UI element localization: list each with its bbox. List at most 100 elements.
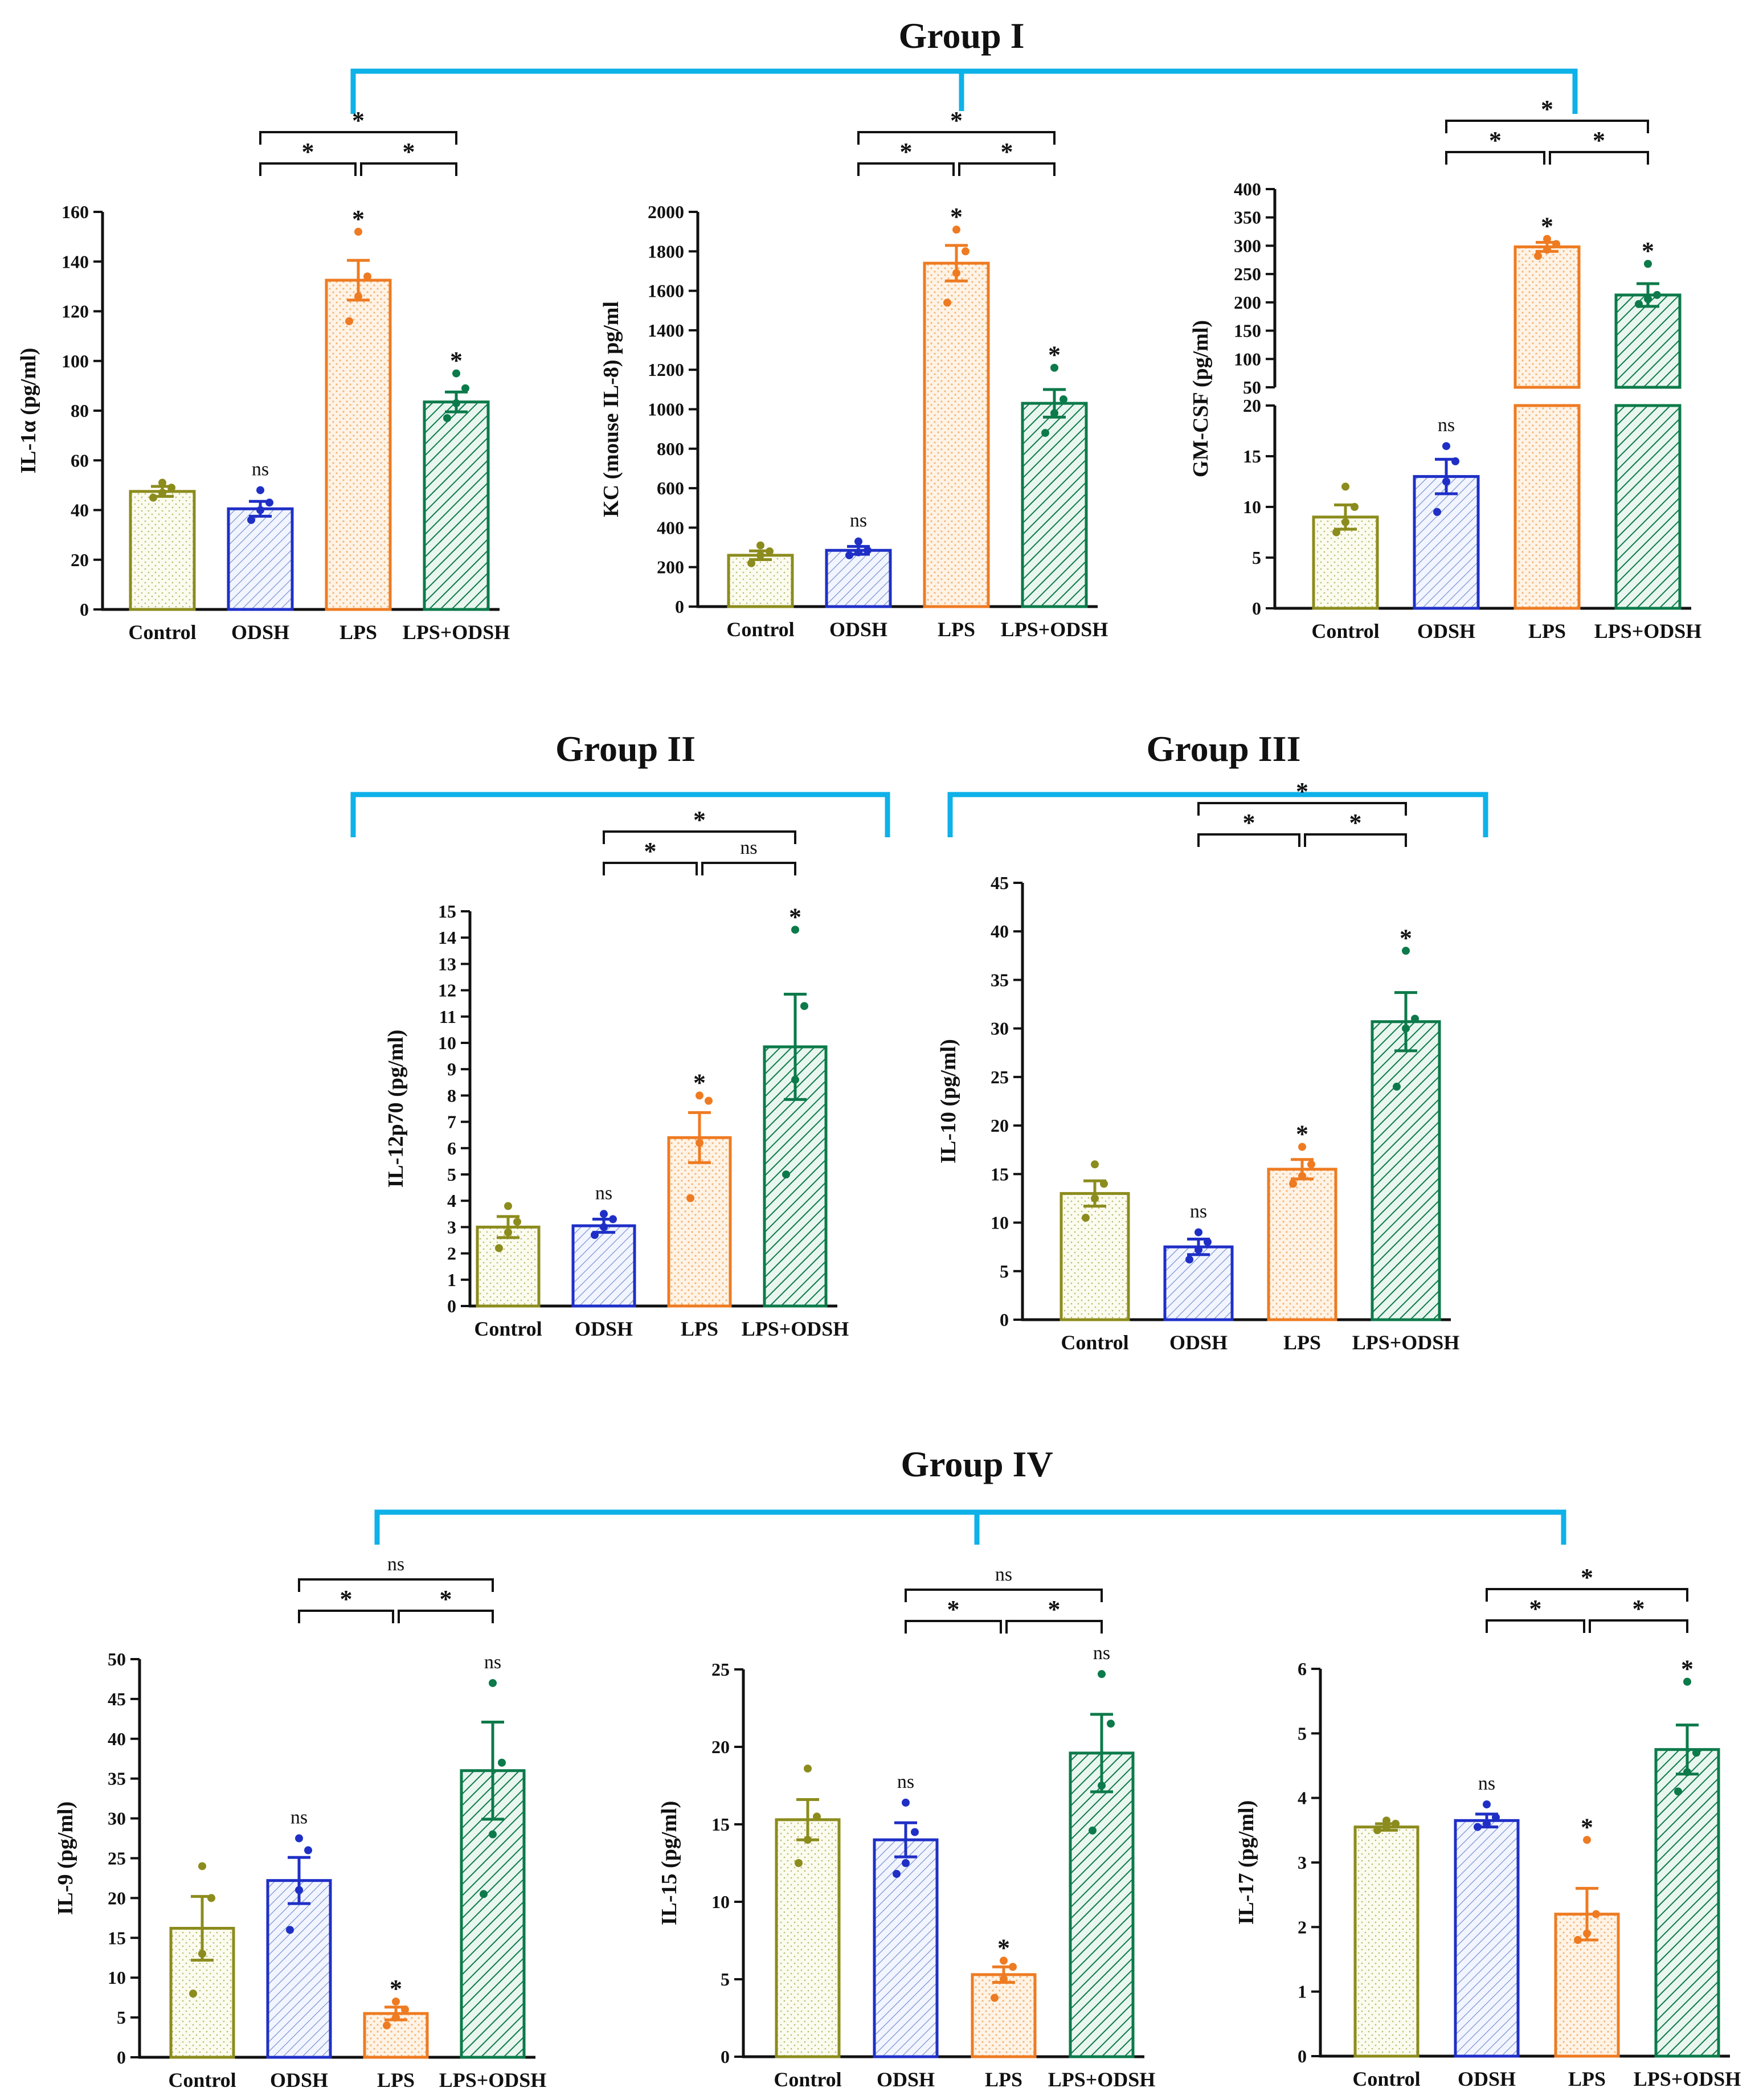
il9-data-point	[295, 1886, 303, 1894]
il17-data-point	[1483, 1800, 1491, 1808]
il12-comparison-label-1: ns	[740, 837, 757, 858]
il10-y-tick-label: 15	[991, 1164, 1009, 1184]
kc-data-point	[1050, 363, 1058, 372]
il1a-comparison-bracket-1	[360, 162, 457, 176]
il12-bar-annotation-2: *	[693, 1069, 706, 1096]
gmcsf-comparison-bracket-2	[1445, 120, 1649, 133]
il12-data-point	[800, 1002, 808, 1010]
kc-data-point	[952, 226, 960, 234]
il12-y-tick-label: 0	[447, 1296, 456, 1316]
il12-y-tick-label: 5	[447, 1164, 456, 1185]
il1a-data-point	[354, 227, 362, 236]
il17-data-point	[1674, 1787, 1682, 1796]
gmcsf-data-point	[1351, 503, 1359, 511]
kc-data-point	[1041, 429, 1049, 437]
il10-category-label-3: LPS+ODSH	[1352, 1331, 1460, 1354]
gmcsf-axis-break	[1513, 389, 1581, 404]
il1a-comparison-label-2: *	[352, 107, 365, 134]
il15-category-label-1: ODSH	[877, 2068, 935, 2091]
il17-data-point	[1574, 1936, 1582, 1944]
il10-data-point	[1402, 1024, 1410, 1033]
il9-data-point	[207, 1894, 215, 1902]
gmcsf-comparison-bracket-1	[1549, 151, 1649, 165]
il15-data-point	[795, 1859, 803, 1867]
gmcsf-y-tick-label: 50	[1243, 377, 1261, 398]
il10-data-point	[1289, 1180, 1297, 1188]
gmcsf-data-point	[1644, 260, 1652, 268]
il12-y-tick-label: 1	[447, 1270, 456, 1290]
il1a-y-tick-label: 140	[62, 251, 89, 272]
il10-y-tick-label: 40	[991, 921, 1009, 941]
gmcsf-y-tick-label: 10	[1243, 497, 1261, 517]
il10-data-point	[1185, 1255, 1193, 1264]
il10-data-point	[1393, 1082, 1401, 1091]
il9-data-point	[383, 2021, 391, 2030]
il15-data-point	[1107, 1720, 1115, 1728]
il9-comparison-bracket-1	[398, 1610, 494, 1623]
il12-bar-1	[571, 1224, 636, 1308]
il9-comparison-bracket-0	[298, 1610, 394, 1623]
il17-y-tick-label: 5	[1298, 1723, 1307, 1743]
il12-data-point	[591, 1231, 599, 1239]
il10-y-tick-label: 20	[991, 1115, 1009, 1136]
il10-data-point	[1100, 1180, 1108, 1188]
il1a-data-point	[158, 488, 166, 497]
kc-data-point	[952, 269, 960, 277]
il1a-data-point	[247, 515, 255, 524]
il1a-y-label: IL-1α (pg/ml)	[17, 348, 40, 474]
il17-y-tick-label: 3	[1298, 1852, 1307, 1873]
il1a-data-point	[461, 384, 469, 392]
gmcsf-category-label-3: LPS+ODSH	[1594, 620, 1702, 642]
group-1-bracket	[350, 68, 1578, 114]
il9-y-label: IL-9 (pg/ml)	[54, 1802, 77, 1915]
gmcsf-bar-3-upper	[1614, 293, 1682, 389]
gmcsf-bar-1	[1413, 475, 1480, 610]
kc-comparison-label-0: *	[900, 138, 913, 166]
il10-y-tick-label: 35	[991, 969, 1009, 990]
il17-data-point	[1583, 1836, 1591, 1844]
gmcsf-bar-3-lower	[1614, 404, 1682, 610]
il15-y-label: IL-15 (pg/ml)	[657, 1801, 681, 1926]
gmcsf-data-point	[1644, 294, 1652, 303]
il17-comparison-label-0: *	[1529, 1595, 1542, 1623]
gmcsf-comparison-label-0: *	[1489, 126, 1502, 154]
kc-y-tick-label: 1000	[648, 399, 684, 420]
gmcsf-comparison-label-2: *	[1541, 95, 1553, 123]
il10-data-point	[1402, 947, 1410, 955]
gmcsf-data-point	[1442, 477, 1450, 486]
il12-data-point	[791, 1075, 799, 1084]
il9-bar-1	[266, 1879, 332, 2059]
gmcsf-bar-0	[1312, 515, 1379, 610]
il10-data-point	[1204, 1238, 1212, 1246]
il12-y-tick-label: 7	[447, 1112, 456, 1132]
group-title-2: Group II	[555, 728, 696, 769]
il12-data-point	[513, 1218, 521, 1226]
il1a-y-tick-label: 100	[62, 351, 89, 371]
il1a-data-point	[158, 478, 166, 487]
gmcsf-data-point	[1341, 518, 1349, 526]
il15-bar-annotation-1: ns	[897, 1771, 914, 1792]
il17-data-point	[1392, 1820, 1400, 1828]
kc-bar-1	[825, 548, 892, 608]
il17-data-point	[1483, 1820, 1491, 1828]
il10-bar-0	[1060, 1192, 1130, 1321]
il15-bar-1	[873, 1838, 939, 2058]
il1a-data-point	[345, 317, 353, 325]
kc-data-point	[845, 551, 853, 559]
gmcsf-data-point	[1433, 507, 1441, 516]
il17-data-point	[1583, 1929, 1591, 1938]
il17-y-tick-label: 1	[1298, 1982, 1307, 2002]
il15-data-point	[1098, 1782, 1106, 1790]
il9-bar-annotation-3: ns	[484, 1652, 501, 1673]
il15-error-bar-3	[1090, 1713, 1113, 1794]
il17-comparison-bracket-2	[1486, 1588, 1688, 1602]
il10-data-point	[1091, 1194, 1099, 1202]
kc-chart: 0 200 400 600 800 1000 1200 1400 1600 1800 2000 KC …	[599, 107, 1108, 641]
il17-chart: 0 1 2 3 4 5 6 IL-17 (pg/ml) Control ODSH ns LPS * LPS…	[1234, 1563, 1741, 2090]
gmcsf-data-point	[1552, 240, 1560, 248]
il1a-comparison-label-1: *	[403, 138, 415, 166]
il12-comparison-bracket-0	[603, 862, 698, 875]
il17-y-tick-label: 0	[1298, 2046, 1307, 2066]
